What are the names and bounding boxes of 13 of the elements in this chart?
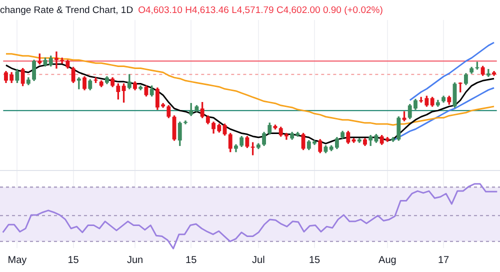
x-tick-label: May [8,254,27,266]
candlestick [54,51,58,69]
x-tick-label: 15 [68,254,80,266]
chart-title: change Rate & Trend Chart, 1D [0,4,134,16]
candlestick [184,120,188,124]
x-tick-label: Jun [126,254,144,266]
x-tick-label: Jul [252,254,265,266]
x-tick-label: 17 [438,254,450,266]
x-tick-label: 15 [186,254,198,266]
x-tick-label: Aug [378,254,396,266]
chart-subtitle: O4,603.10 H4,613.46 L4,571.79 C4,602.00 0.90 (+0.02%) [138,4,383,16]
x-tick-label: 15 [308,254,321,266]
candlestick [60,58,64,64]
